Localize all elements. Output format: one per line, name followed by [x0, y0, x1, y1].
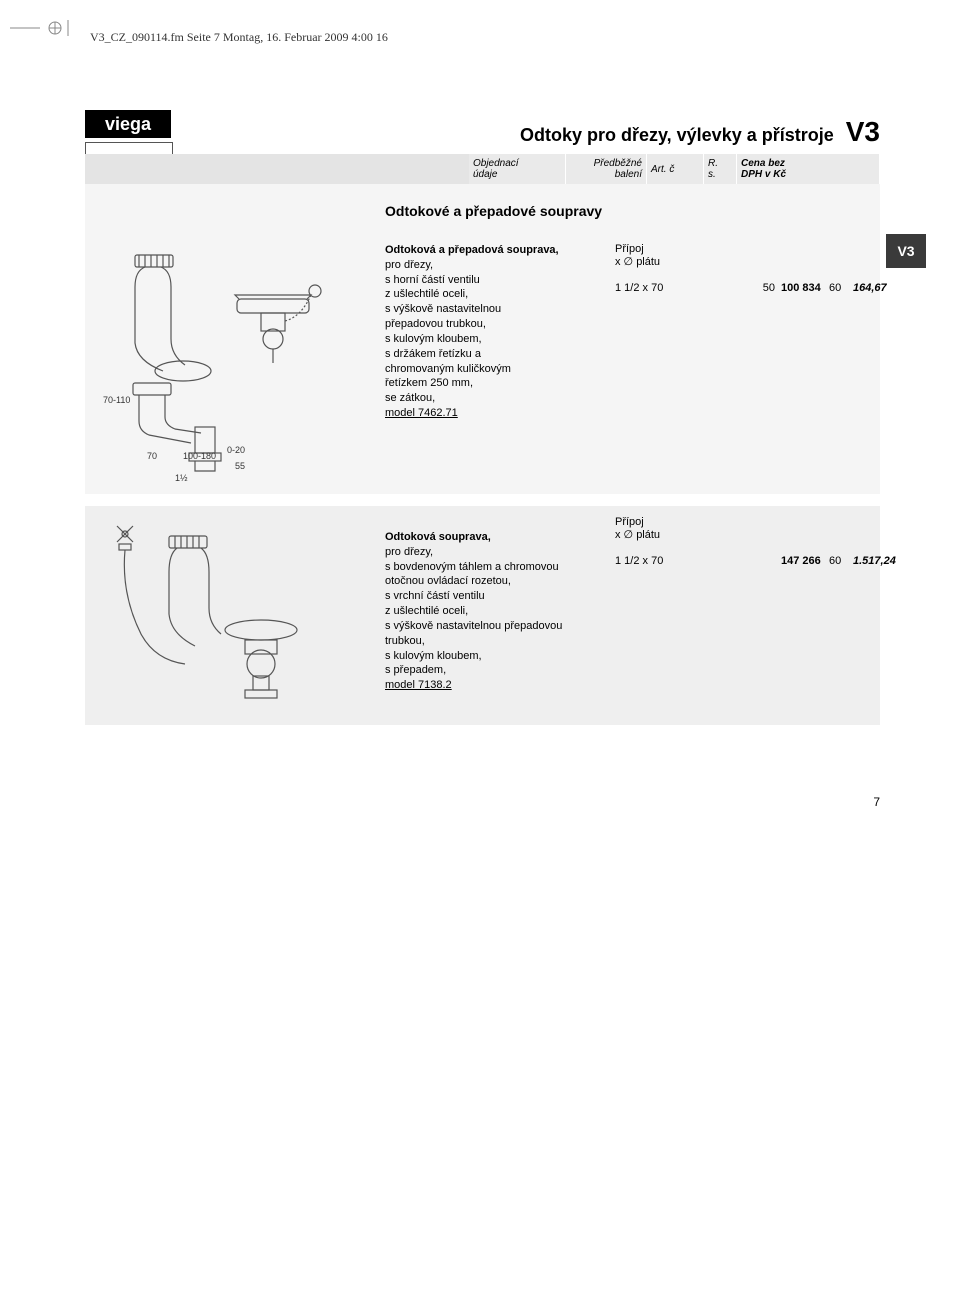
svg-text:0-20: 0-20 — [227, 445, 245, 455]
col-rs: R. — [708, 158, 732, 169]
product-block-2: Odtoková souprava, pro dřezy,s bovdenový… — [85, 506, 880, 725]
product1-model: model 7462.71 — [385, 406, 615, 421]
page-number: 7 — [0, 765, 960, 809]
page-code: V3 — [846, 116, 880, 148]
col-cena: Cena bez — [741, 158, 875, 169]
col-art: Art. č — [651, 164, 699, 175]
crop-mark-icon — [10, 20, 80, 36]
print-metadata: V3_CZ_090114.fm Seite 7 Montag, 16. Febr… — [90, 30, 388, 45]
product2-drawing — [85, 514, 335, 714]
data-head-2: Přípoj x ∅ plátu — [615, 516, 900, 541]
product2-datarow: 1 1/2 x 70 147 266 60 1.517,24 — [615, 555, 900, 567]
product-block-1: Odtokové a přepadové soupravy — [85, 184, 880, 235]
svg-text:1½: 1½ — [175, 473, 188, 483]
page-title: Odtoky pro dřezy, výlevky a přístroje — [520, 125, 834, 146]
product2-title: Odtoková souprava, — [385, 530, 615, 545]
svg-text:55: 55 — [235, 461, 245, 471]
svg-text:70-110: 70-110 — [103, 395, 130, 405]
product1-drawing: 70-110 70 100-180 0-20 55 1½ — [85, 243, 355, 483]
product1-desc: pro dřezy,s horní částí ventiluz ušlecht… — [385, 258, 615, 406]
svg-text:70: 70 — [147, 451, 157, 461]
col-baleni: Předběžné — [570, 158, 642, 169]
svg-text:100-180: 100-180 — [183, 451, 216, 461]
column-header-bar: Objednacíúdaje Předběžnébalení Art. č R.… — [85, 154, 880, 184]
product2-model: model 7138.2 — [385, 678, 615, 693]
product1-datarow: 1 1/2 x 70 50 100 834 60 164,67 — [615, 282, 891, 294]
section-title: Odtokové a přepadové soupravy — [385, 192, 615, 223]
product2-desc: pro dřezy,s bovdenovým táhlem a chromovo… — [385, 545, 615, 679]
data-head-1: Přípoj x ∅ plátu — [615, 243, 891, 268]
side-tab: V3 — [886, 234, 926, 268]
product1-title: Odtoková a přepadová souprava, — [385, 243, 615, 258]
col-objednaci: Objednací — [473, 158, 561, 169]
